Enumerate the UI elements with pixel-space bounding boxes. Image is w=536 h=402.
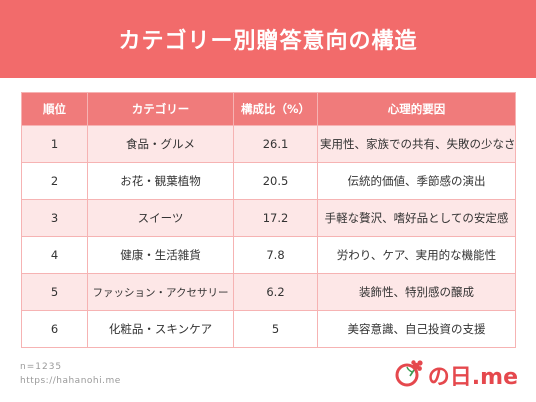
column-header-category: カテゴリー xyxy=(87,92,234,126)
sample-size: n=1235 xyxy=(20,362,63,372)
rank-cell: 5 xyxy=(21,273,88,311)
column-header-rank: 順位 xyxy=(21,92,88,126)
rank-cell: 6 xyxy=(21,310,88,348)
category-cell: お花・観葉植物 xyxy=(87,162,234,200)
source-url: https://hahanohi.me xyxy=(20,376,121,386)
factor-cell: 労わり、ケア、実用的な機能性 xyxy=(317,236,516,274)
category-cell: 食品・グルメ xyxy=(87,125,234,163)
page-title: カテゴリー別贈答意向の構造 xyxy=(0,0,536,78)
column-header-factor: 心理的要因 xyxy=(317,92,516,126)
table-header-row: 順位 カテゴリー 構成比（%） 心理的要因 xyxy=(21,92,516,126)
column-header-share: 構成比（%） xyxy=(233,92,318,126)
carnation-icon xyxy=(392,358,426,392)
share-cell: 5 xyxy=(233,310,318,348)
site-logo: の日.me xyxy=(392,358,518,392)
category-table-container: 順位 カテゴリー 構成比（%） 心理的要因 1 食品・グルメ 26.1 実用性、… xyxy=(21,92,516,348)
share-cell: 20.5 xyxy=(233,162,318,200)
category-cell: 化粧品・スキンケア xyxy=(87,310,234,348)
table-row: 2 お花・観葉植物 20.5 伝統的価値、季節感の演出 xyxy=(21,162,516,200)
table-row: 6 化粧品・スキンケア 5 美容意識、自己投資の支援 xyxy=(21,310,516,348)
share-cell: 26.1 xyxy=(233,125,318,163)
table-row: 4 健康・生活雑貨 7.8 労わり、ケア、実用的な機能性 xyxy=(21,236,516,274)
table-row: 3 スイーツ 17.2 手軽な贅沢、嗜好品としての安定感 xyxy=(21,199,516,237)
factor-cell: 手軽な贅沢、嗜好品としての安定感 xyxy=(317,199,516,237)
factor-cell: 伝統的価値、季節感の演出 xyxy=(317,162,516,200)
category-cell: ファッション・アクセサリー xyxy=(87,273,234,311)
category-cell: 健康・生活雑貨 xyxy=(87,236,234,274)
table-row: 1 食品・グルメ 26.1 実用性、家族での共有、失敗の少なさ xyxy=(21,125,516,163)
logo-text: の日.me xyxy=(427,365,518,390)
rank-cell: 4 xyxy=(21,236,88,274)
factor-cell: 装飾性、特別感の醸成 xyxy=(317,273,516,311)
factor-cell: 実用性、家族での共有、失敗の少なさ xyxy=(317,125,516,163)
category-cell: スイーツ xyxy=(87,199,234,237)
factor-cell: 美容意識、自己投資の支援 xyxy=(317,310,516,348)
rank-cell: 1 xyxy=(21,125,88,163)
share-cell: 17.2 xyxy=(233,199,318,237)
category-table: 順位 カテゴリー 構成比（%） 心理的要因 1 食品・グルメ 26.1 実用性、… xyxy=(21,92,516,348)
share-cell: 6.2 xyxy=(233,273,318,311)
rank-cell: 3 xyxy=(21,199,88,237)
rank-cell: 2 xyxy=(21,162,88,200)
share-cell: 7.8 xyxy=(233,236,318,274)
table-row: 5 ファッション・アクセサリー 6.2 装飾性、特別感の醸成 xyxy=(21,273,516,311)
